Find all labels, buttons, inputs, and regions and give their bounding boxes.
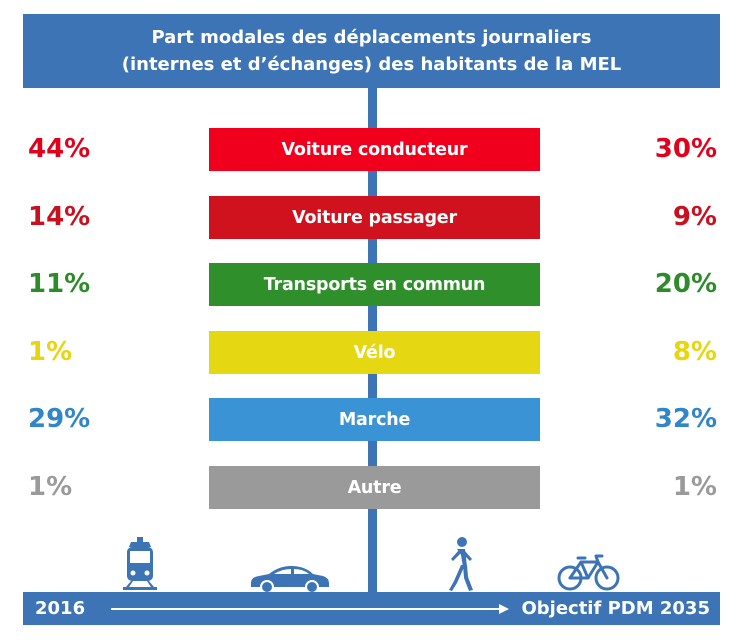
timeline-start-label: 2016 (35, 598, 86, 619)
value-2016-2: 11% (28, 269, 91, 299)
mode-bar-3: Vélo (209, 331, 540, 374)
value-2016-1: 14% (28, 202, 91, 232)
value-2035-5: 1% (672, 472, 717, 502)
value-2035-2: 20% (654, 269, 717, 299)
mode-bar-5: Autre (209, 466, 540, 509)
chart-title-line2: (internes et d’échanges) des habitants d… (121, 54, 622, 75)
chart-header: Part modales des déplacements journalier… (23, 14, 720, 88)
mode-bar-4: Marche (209, 398, 540, 441)
mode-bar-0: Voiture conducteur (209, 128, 540, 171)
tram-icon (123, 537, 157, 590)
value-2016-3: 1% (28, 337, 73, 367)
mode-bar-1: Voiture passager (209, 196, 540, 239)
mode-bar-2: Transports en commun (209, 263, 540, 306)
value-2016-0: 44% (28, 134, 91, 164)
timeline-arrow (111, 604, 509, 614)
value-2035-1: 9% (672, 202, 717, 232)
value-2035-0: 30% (654, 134, 717, 164)
timeline-end-label: Objectif PDM 2035 (521, 598, 710, 619)
car-icon (251, 566, 329, 593)
value-2035-3: 8% (672, 337, 717, 367)
chart-title-line1: Part modales des déplacements journalier… (151, 27, 592, 48)
timeline-footer: 2016 Objectif PDM 2035 (23, 592, 720, 625)
bicycle-icon (557, 554, 620, 591)
value-2016-4: 29% (28, 404, 91, 434)
pedestrian-icon (449, 537, 473, 591)
value-2016-5: 1% (28, 472, 73, 502)
value-2035-4: 32% (654, 404, 717, 434)
